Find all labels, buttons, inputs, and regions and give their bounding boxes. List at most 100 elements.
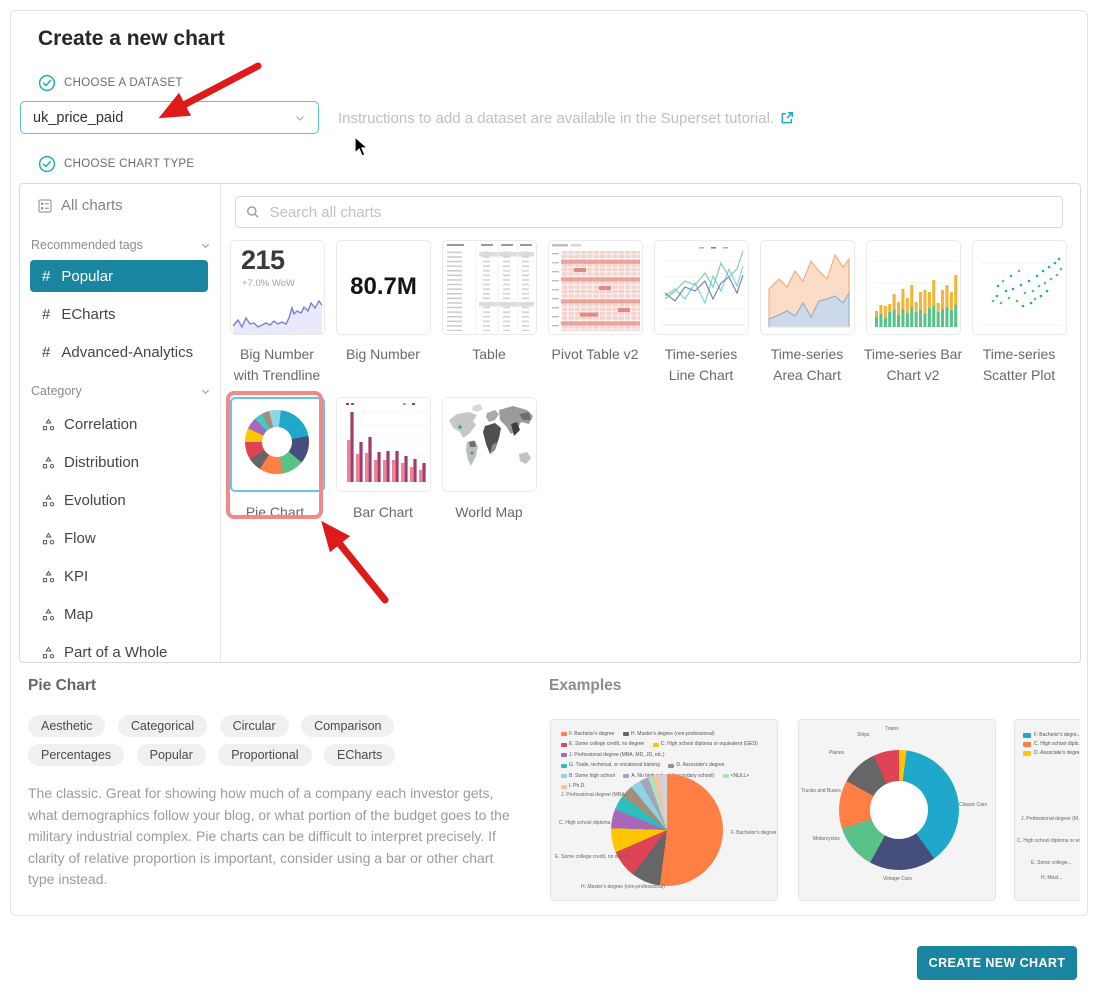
chart-type-tile-ts-bar-chart-v2[interactable] [866, 240, 961, 335]
sidebar-item-correlation[interactable]: Correlation [30, 409, 208, 439]
sidebar-item-popular[interactable]: # Popular [30, 260, 208, 292]
example-donut-hole [870, 781, 928, 839]
sidebar-item-label: Evolution [64, 491, 126, 509]
chart-type-tile-ts-area-chart[interactable] [760, 240, 855, 335]
legend-swatch [561, 742, 567, 747]
donut-label: Motorcycles [813, 836, 840, 842]
chart-type-tile-big-number[interactable]: 80.7M [336, 240, 431, 335]
donut-label: Trains [885, 726, 899, 732]
tile-label: Table [472, 346, 506, 362]
example-pie-chart-3-cropped: F. Bachelor's degre... C. High school di… [1014, 719, 1080, 901]
search-input[interactable] [267, 202, 1052, 222]
chart-type-sidebar: All charts Recommended tags # Popular # … [20, 184, 221, 662]
legend-label: J. Professional degree (MBA, MD, JD, etc… [569, 751, 665, 758]
donut-label: Vintage Cars [883, 876, 912, 882]
donut-label: Ships [857, 732, 870, 738]
chart-type-panel: All charts Recommended tags # Popular # … [19, 183, 1081, 663]
tag-pill: Popular [136, 744, 206, 766]
chart-type-tile-table[interactable] [442, 240, 537, 335]
legend-swatch [561, 753, 567, 757]
legend-swatch [1023, 750, 1031, 756]
dataset-select-value: uk_price_paid [33, 109, 124, 126]
legend-label: <NULL> [730, 772, 750, 779]
selected-chart-title: Pie Chart [28, 677, 97, 694]
pie-callout: E. Some college... [1031, 860, 1072, 866]
sidebar-item-part-of-a-whole[interactable]: Part of a Whole [30, 637, 208, 662]
sidebar-item-label: Map [64, 605, 94, 623]
tile-label: Big Number [346, 346, 420, 362]
sidebar-item-kpi[interactable]: KPI [30, 561, 208, 591]
tag-pill: Comparison [301, 715, 395, 737]
legend-swatch [561, 732, 567, 736]
sidebar-item-flow[interactable]: Flow [30, 523, 208, 553]
sidebar-item-echarts[interactable]: # ECharts [30, 298, 208, 330]
legend-label: I. Ph.D. [569, 783, 586, 789]
chevron-down-icon [201, 389, 210, 394]
sidebar-item-distribution[interactable]: Distribution [30, 447, 208, 477]
external-link-icon[interactable] [780, 111, 794, 125]
choose-chart-type-label: CHOOSE CHART TYPE [64, 158, 195, 170]
sidebar-item-all-charts[interactable]: All charts [38, 197, 123, 214]
hash-icon: # [42, 305, 51, 323]
group-label: Category [31, 384, 82, 398]
category-icon [42, 569, 55, 582]
legend-label: D. Associate's degree [676, 762, 725, 768]
ballot-icon [38, 199, 52, 212]
dataset-select[interactable]: uk_price_paid [20, 101, 319, 134]
pie-callout: J. Professional degree (M... [1021, 816, 1080, 822]
legend-swatch [622, 732, 629, 736]
check-circle-icon [38, 155, 56, 173]
pie-chart-thumbnail-hole [262, 427, 292, 457]
example-pie-chart-1: F. Bachelor's degree H. Master's degree … [550, 719, 778, 901]
sidebar-group-recommended-tags[interactable]: Recommended tags [31, 238, 211, 252]
pie-callout: J. Professional degree (MBA... [561, 792, 629, 798]
sidebar-item-evolution[interactable]: Evolution [30, 485, 208, 515]
example-pie-graphic [611, 774, 723, 886]
donut-label: Planes [829, 750, 845, 756]
sidebar-item-label: Distribution [64, 453, 140, 471]
create-chart-card: Create a new chart CHOOSE A DATASET uk_p… [10, 10, 1088, 916]
area-chart-thumbnail [768, 253, 850, 328]
legend-swatch [668, 763, 675, 768]
tag-pill: ECharts [324, 744, 396, 766]
chart-type-tile-ts-scatter-plot[interactable] [972, 240, 1067, 335]
chart-tags: Aesthetic Categorical Circular Compariso… [28, 715, 463, 773]
group-label: Recommended tags [31, 238, 143, 252]
tile-label: Time-series Bar Chart v2 [863, 346, 963, 383]
tag-pill: Aesthetic [28, 715, 106, 737]
pie-callout: H. Mast... [1041, 875, 1063, 881]
legend-swatch [1023, 732, 1031, 738]
chart-type-tile-world-map[interactable] [442, 397, 537, 492]
chart-type-tile-bar-chart[interactable] [336, 397, 431, 492]
sidebar-group-category[interactable]: Category [31, 384, 211, 398]
tile-label: Time-series Area Chart [770, 346, 844, 383]
sidebar-item-label: Advanced-Analytics [61, 343, 194, 361]
chart-type-tile-big-number-trendline[interactable]: 215 +7.0% WoW [230, 240, 325, 335]
pie-callout: F. Bachelor's degree [731, 830, 777, 836]
legend-swatch [652, 742, 659, 747]
sidebar-item-map[interactable]: Map [30, 599, 208, 629]
chart-type-tile-pivot-table-v2[interactable] [548, 240, 643, 335]
legend-label: F. Bachelor's degre... [1034, 732, 1080, 738]
legend-swatch [722, 774, 729, 778]
category-icon [42, 645, 55, 658]
category-icon [42, 417, 55, 430]
category-icon [42, 531, 55, 544]
chart-type-tile-pie-chart[interactable] [230, 397, 325, 492]
legend-swatch [623, 774, 630, 778]
create-new-chart-button[interactable]: CREATE NEW CHART [917, 946, 1077, 980]
choose-dataset-label: CHOOSE A DATASET [64, 77, 183, 89]
big-number-value: 80.7M [350, 273, 417, 300]
tag-pill: Circular [219, 715, 289, 737]
tag-pill: Categorical [117, 715, 208, 737]
chart-type-tile-ts-line-chart[interactable] [654, 240, 749, 335]
pie-callout: E. Some college credit, no degree [555, 854, 631, 860]
sidebar-item-label: KPI [64, 567, 89, 585]
category-icon [42, 493, 55, 506]
donut-label: Trucks and Buses [801, 788, 841, 794]
tile-label: Pivot Table v2 [551, 346, 639, 362]
trendline-sparkline [232, 299, 323, 334]
legend-swatch [1023, 741, 1031, 747]
sidebar-item-advanced-analytics[interactable]: # Advanced-Analytics [30, 336, 208, 368]
